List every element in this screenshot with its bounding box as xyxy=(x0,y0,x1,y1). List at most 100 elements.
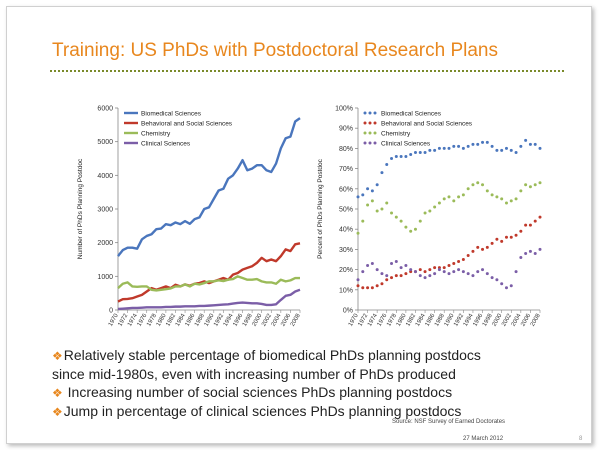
data-point xyxy=(471,183,475,187)
data-point xyxy=(528,185,532,189)
title-divider xyxy=(50,70,564,72)
y-tick-label: 40% xyxy=(339,227,353,234)
data-point xyxy=(428,209,432,213)
data-point xyxy=(442,197,446,201)
diamond-bullet-icon: ❖ xyxy=(52,386,63,400)
y-axis-label: Percent of PhDs Planning Postdoc xyxy=(317,158,324,258)
legend-swatch xyxy=(363,141,367,145)
legend-swatch xyxy=(363,121,367,125)
data-point xyxy=(481,140,485,144)
series-line xyxy=(117,117,301,257)
data-point xyxy=(538,146,542,150)
slide-frame xyxy=(6,6,592,444)
data-point xyxy=(495,148,499,152)
y-tick-label: 3000 xyxy=(97,207,113,214)
y-tick-label: 100% xyxy=(335,106,353,113)
data-point xyxy=(476,142,480,146)
data-point xyxy=(442,266,446,270)
data-point xyxy=(409,229,413,233)
bullet-item: ❖ Increasing number of social sciences P… xyxy=(52,383,572,402)
data-point xyxy=(356,278,360,282)
data-point xyxy=(418,219,422,223)
data-point xyxy=(457,195,461,199)
legend-swatch xyxy=(373,111,377,115)
slide-title: Training: US PhDs with Postdoctoral Rese… xyxy=(52,40,498,61)
legend-swatch xyxy=(368,111,372,115)
bullet-text: Increasing number of social sciences PhD… xyxy=(63,384,453,400)
y-tick-label: 60% xyxy=(339,186,353,193)
data-point xyxy=(437,146,441,150)
data-point xyxy=(394,215,398,219)
data-point xyxy=(509,199,513,203)
data-point xyxy=(504,235,508,239)
data-point xyxy=(509,148,513,152)
series-line xyxy=(117,275,300,292)
y-tick-label: 5000 xyxy=(97,139,113,146)
y-tick-label: 90% xyxy=(339,126,353,133)
data-point xyxy=(413,227,417,231)
data-point xyxy=(385,201,389,205)
data-point xyxy=(433,148,437,152)
legend-label: Clinical Sciences xyxy=(381,141,431,148)
data-point xyxy=(514,270,518,274)
legend-swatch xyxy=(373,131,377,135)
y-tick-label: 20% xyxy=(339,267,353,274)
data-point xyxy=(524,223,528,227)
data-point xyxy=(447,272,451,276)
legend-label: Clinical Sciences xyxy=(141,141,191,148)
data-point xyxy=(418,150,422,154)
data-point xyxy=(457,144,461,148)
data-point xyxy=(500,282,504,286)
data-point xyxy=(485,272,489,276)
data-point xyxy=(428,148,432,152)
data-point xyxy=(471,249,475,253)
legend-swatch xyxy=(363,131,367,135)
data-point xyxy=(442,270,446,274)
data-point xyxy=(452,262,456,266)
data-point xyxy=(519,144,523,148)
data-point xyxy=(366,286,370,290)
y-tick-label: 10% xyxy=(339,287,353,294)
data-point xyxy=(466,272,470,276)
data-point xyxy=(495,237,499,241)
data-point xyxy=(375,268,379,272)
data-point xyxy=(519,255,523,259)
legend-swatch xyxy=(368,141,372,145)
data-point xyxy=(495,195,499,199)
y-tick-label: 80% xyxy=(339,146,353,153)
x-tick-label: 2008 xyxy=(530,312,542,327)
data-point xyxy=(504,286,508,290)
data-point xyxy=(447,195,451,199)
data-point xyxy=(490,276,494,280)
y-tick-label: 0 xyxy=(109,308,113,315)
data-point xyxy=(409,268,413,272)
data-point xyxy=(533,183,537,187)
data-point xyxy=(370,199,374,203)
data-point xyxy=(370,286,374,290)
data-point xyxy=(375,284,379,288)
data-point xyxy=(394,154,398,158)
data-point xyxy=(500,239,504,243)
data-point xyxy=(514,150,518,154)
data-point xyxy=(390,262,394,266)
diamond-bullet-icon: ❖ xyxy=(52,405,63,419)
data-point xyxy=(524,183,528,187)
data-point xyxy=(418,268,422,272)
legend-label: Behavioral and Social Sciences xyxy=(141,121,233,128)
legend-swatch xyxy=(363,111,367,115)
data-point xyxy=(428,268,432,272)
data-point xyxy=(356,195,360,199)
data-point xyxy=(399,219,403,223)
data-point xyxy=(394,260,398,264)
data-point xyxy=(538,181,542,185)
data-point xyxy=(385,274,389,278)
data-point xyxy=(375,183,379,187)
data-point xyxy=(481,268,485,272)
data-point xyxy=(356,231,360,235)
bullet-text: since mid-1980s, even with increasing nu… xyxy=(52,366,456,382)
data-point xyxy=(452,270,456,274)
data-point xyxy=(404,264,408,268)
data-point xyxy=(533,219,537,223)
data-point xyxy=(423,211,427,215)
data-point xyxy=(399,154,403,158)
